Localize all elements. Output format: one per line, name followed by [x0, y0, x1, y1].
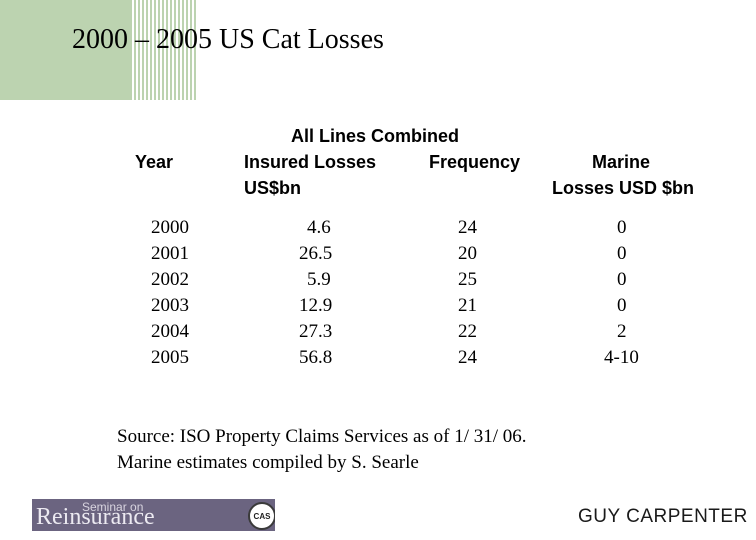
cell-frequency: 24 — [458, 347, 477, 368]
cell-insured-losses: 56.8 — [299, 347, 333, 368]
decorative-stripes — [130, 0, 198, 100]
logo-small-text: Seminar on — [82, 500, 144, 514]
cell-year: 2002 — [151, 269, 189, 290]
cell-insured-losses: 5.9 — [307, 269, 331, 290]
cell-marine-losses: 4-10 — [604, 347, 639, 368]
cell-marine-losses: 0 — [617, 243, 627, 264]
cell-marine-losses: 0 — [617, 217, 627, 238]
column-header-insured-unit: US$bn — [244, 178, 302, 198]
group-header-all-lines: All Lines Combined — [291, 126, 460, 146]
slide-title: 2000 – 2005 US Cat Losses — [72, 24, 384, 55]
cell-marine-losses: 0 — [617, 295, 627, 316]
source-note: Source: ISO Property Claims Services as … — [117, 426, 527, 447]
column-header-insured-losses: Insured Losses — [244, 152, 377, 172]
cell-frequency: 25 — [458, 269, 477, 290]
cell-frequency: 22 — [458, 321, 477, 342]
cell-year: 2003 — [151, 295, 189, 316]
seminar-on-reinsurance-logo: Seminar on Reinsurance CAS — [32, 499, 275, 531]
column-header-year: Year — [135, 152, 174, 172]
cell-marine-losses: 2 — [617, 321, 627, 342]
cell-insured-losses: 27.3 — [299, 321, 333, 342]
cell-frequency: 24 — [458, 217, 477, 238]
cell-year: 2005 — [151, 347, 189, 368]
decorative-green-block — [0, 0, 130, 100]
column-header-marine-losses: Losses USD $bn — [552, 178, 695, 198]
cell-insured-losses: 4.6 — [307, 217, 331, 238]
column-header-frequency: Frequency — [429, 152, 521, 172]
guy-carpenter-logo: GUY CARPENTER — [578, 506, 748, 527]
cell-insured-losses: 26.5 — [299, 243, 333, 264]
logo-big-text: Reinsurance — [36, 504, 155, 530]
cell-frequency: 20 — [458, 243, 477, 264]
column-header-marine: Marine — [592, 152, 651, 172]
cell-year: 2001 — [151, 243, 189, 264]
cell-frequency: 21 — [458, 295, 477, 316]
cell-year: 2004 — [151, 321, 189, 342]
marine-estimates-note: Marine estimates compiled by S. Searle — [117, 452, 419, 473]
cell-year: 2000 — [151, 217, 189, 238]
cell-insured-losses: 12.9 — [299, 295, 333, 316]
cas-seal-icon: CAS — [248, 502, 275, 530]
cell-marine-losses: 0 — [617, 269, 627, 290]
